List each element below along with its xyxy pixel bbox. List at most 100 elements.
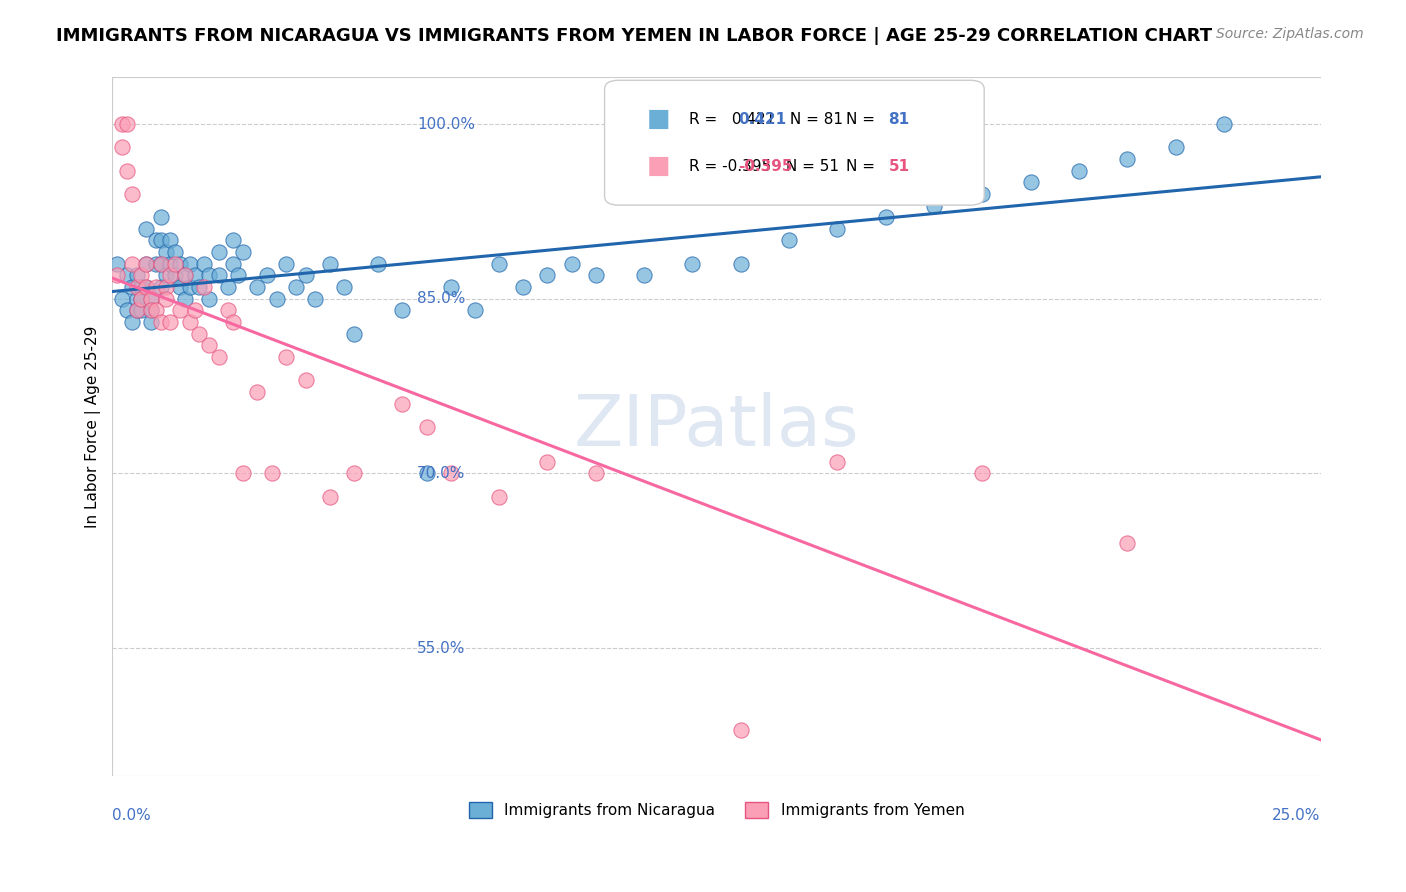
Legend: Immigrants from Nicaragua, Immigrants from Yemen: Immigrants from Nicaragua, Immigrants fr… [463,797,970,824]
Point [827,222,849,236]
Point [536,268,558,283]
Point [174,292,197,306]
Point [276,257,298,271]
Point [149,257,172,271]
Point [208,350,231,364]
Point [294,373,316,387]
Point [1116,536,1139,550]
Point [169,257,191,271]
Point [536,455,558,469]
Point [159,268,181,283]
Point [922,198,945,212]
Point [208,268,231,283]
Point [256,268,278,283]
Point [222,234,245,248]
Point [198,268,221,283]
Point [333,280,356,294]
Text: 100.0%: 100.0% [418,117,475,131]
Point [246,384,269,399]
Point [155,245,177,260]
Point [125,280,148,294]
Point [139,303,162,318]
Y-axis label: In Labor Force | Age 25-29: In Labor Force | Age 25-29 [86,326,101,528]
Point [139,303,162,318]
Point [155,268,177,283]
Point [135,222,157,236]
Point [778,234,800,248]
Point [169,280,191,294]
Text: 55.0%: 55.0% [418,640,465,656]
Point [135,257,157,271]
Point [488,490,510,504]
Text: 81: 81 [889,112,910,127]
Point [105,257,128,271]
Point [135,280,157,294]
Point [440,467,463,481]
Point [169,303,191,318]
Point [135,257,157,271]
Text: Source: ZipAtlas.com: Source: ZipAtlas.com [1216,27,1364,41]
Point [875,210,897,224]
Text: IMMIGRANTS FROM NICARAGUA VS IMMIGRANTS FROM YEMEN IN LABOR FORCE | AGE 25-29 CO: IMMIGRANTS FROM NICARAGUA VS IMMIGRANTS … [56,27,1212,45]
Point [115,117,138,131]
Text: ZIPatlas: ZIPatlas [574,392,859,461]
Point [232,245,254,260]
Point [131,292,153,306]
Point [561,257,583,271]
Text: R = -0.395   N = 51: R = -0.395 N = 51 [689,159,839,174]
Point [319,490,342,504]
Text: 0.421: 0.421 [738,112,786,127]
Point [131,280,153,294]
Point [319,257,342,271]
Point [972,186,994,201]
Point [391,396,413,410]
Point [139,315,162,329]
Text: R =   0.421   N = 81: R = 0.421 N = 81 [689,112,844,127]
Point [125,303,148,318]
Point [198,338,221,352]
Text: 70.0%: 70.0% [418,466,465,481]
Point [188,280,211,294]
Point [681,257,703,271]
Point [193,280,215,294]
Point [121,315,143,329]
Point [131,292,153,306]
Point [179,257,201,271]
Point [198,292,221,306]
Point [222,257,245,271]
Point [217,280,239,294]
Point [1019,175,1042,189]
Point [139,292,162,306]
Point [125,292,148,306]
Point [183,268,205,283]
Point [105,268,128,283]
Point [827,455,849,469]
Point [159,257,181,271]
Point [159,234,181,248]
Point [1116,152,1139,166]
Point [179,315,201,329]
Point [115,163,138,178]
Text: N =: N = [846,159,880,174]
Point [246,280,269,294]
Point [165,245,187,260]
Point [125,303,148,318]
Point [111,117,134,131]
Point [121,280,143,294]
Point [155,292,177,306]
Point [294,268,316,283]
Text: 25.0%: 25.0% [1272,807,1320,822]
Point [111,292,134,306]
Point [131,268,153,283]
Point [121,257,143,271]
Point [367,257,389,271]
Text: 51: 51 [889,159,910,174]
Point [121,186,143,201]
Point [149,234,172,248]
Point [1213,117,1236,131]
Point [183,303,205,318]
Point [217,303,239,318]
Point [343,326,366,341]
Point [135,280,157,294]
Point [115,303,138,318]
